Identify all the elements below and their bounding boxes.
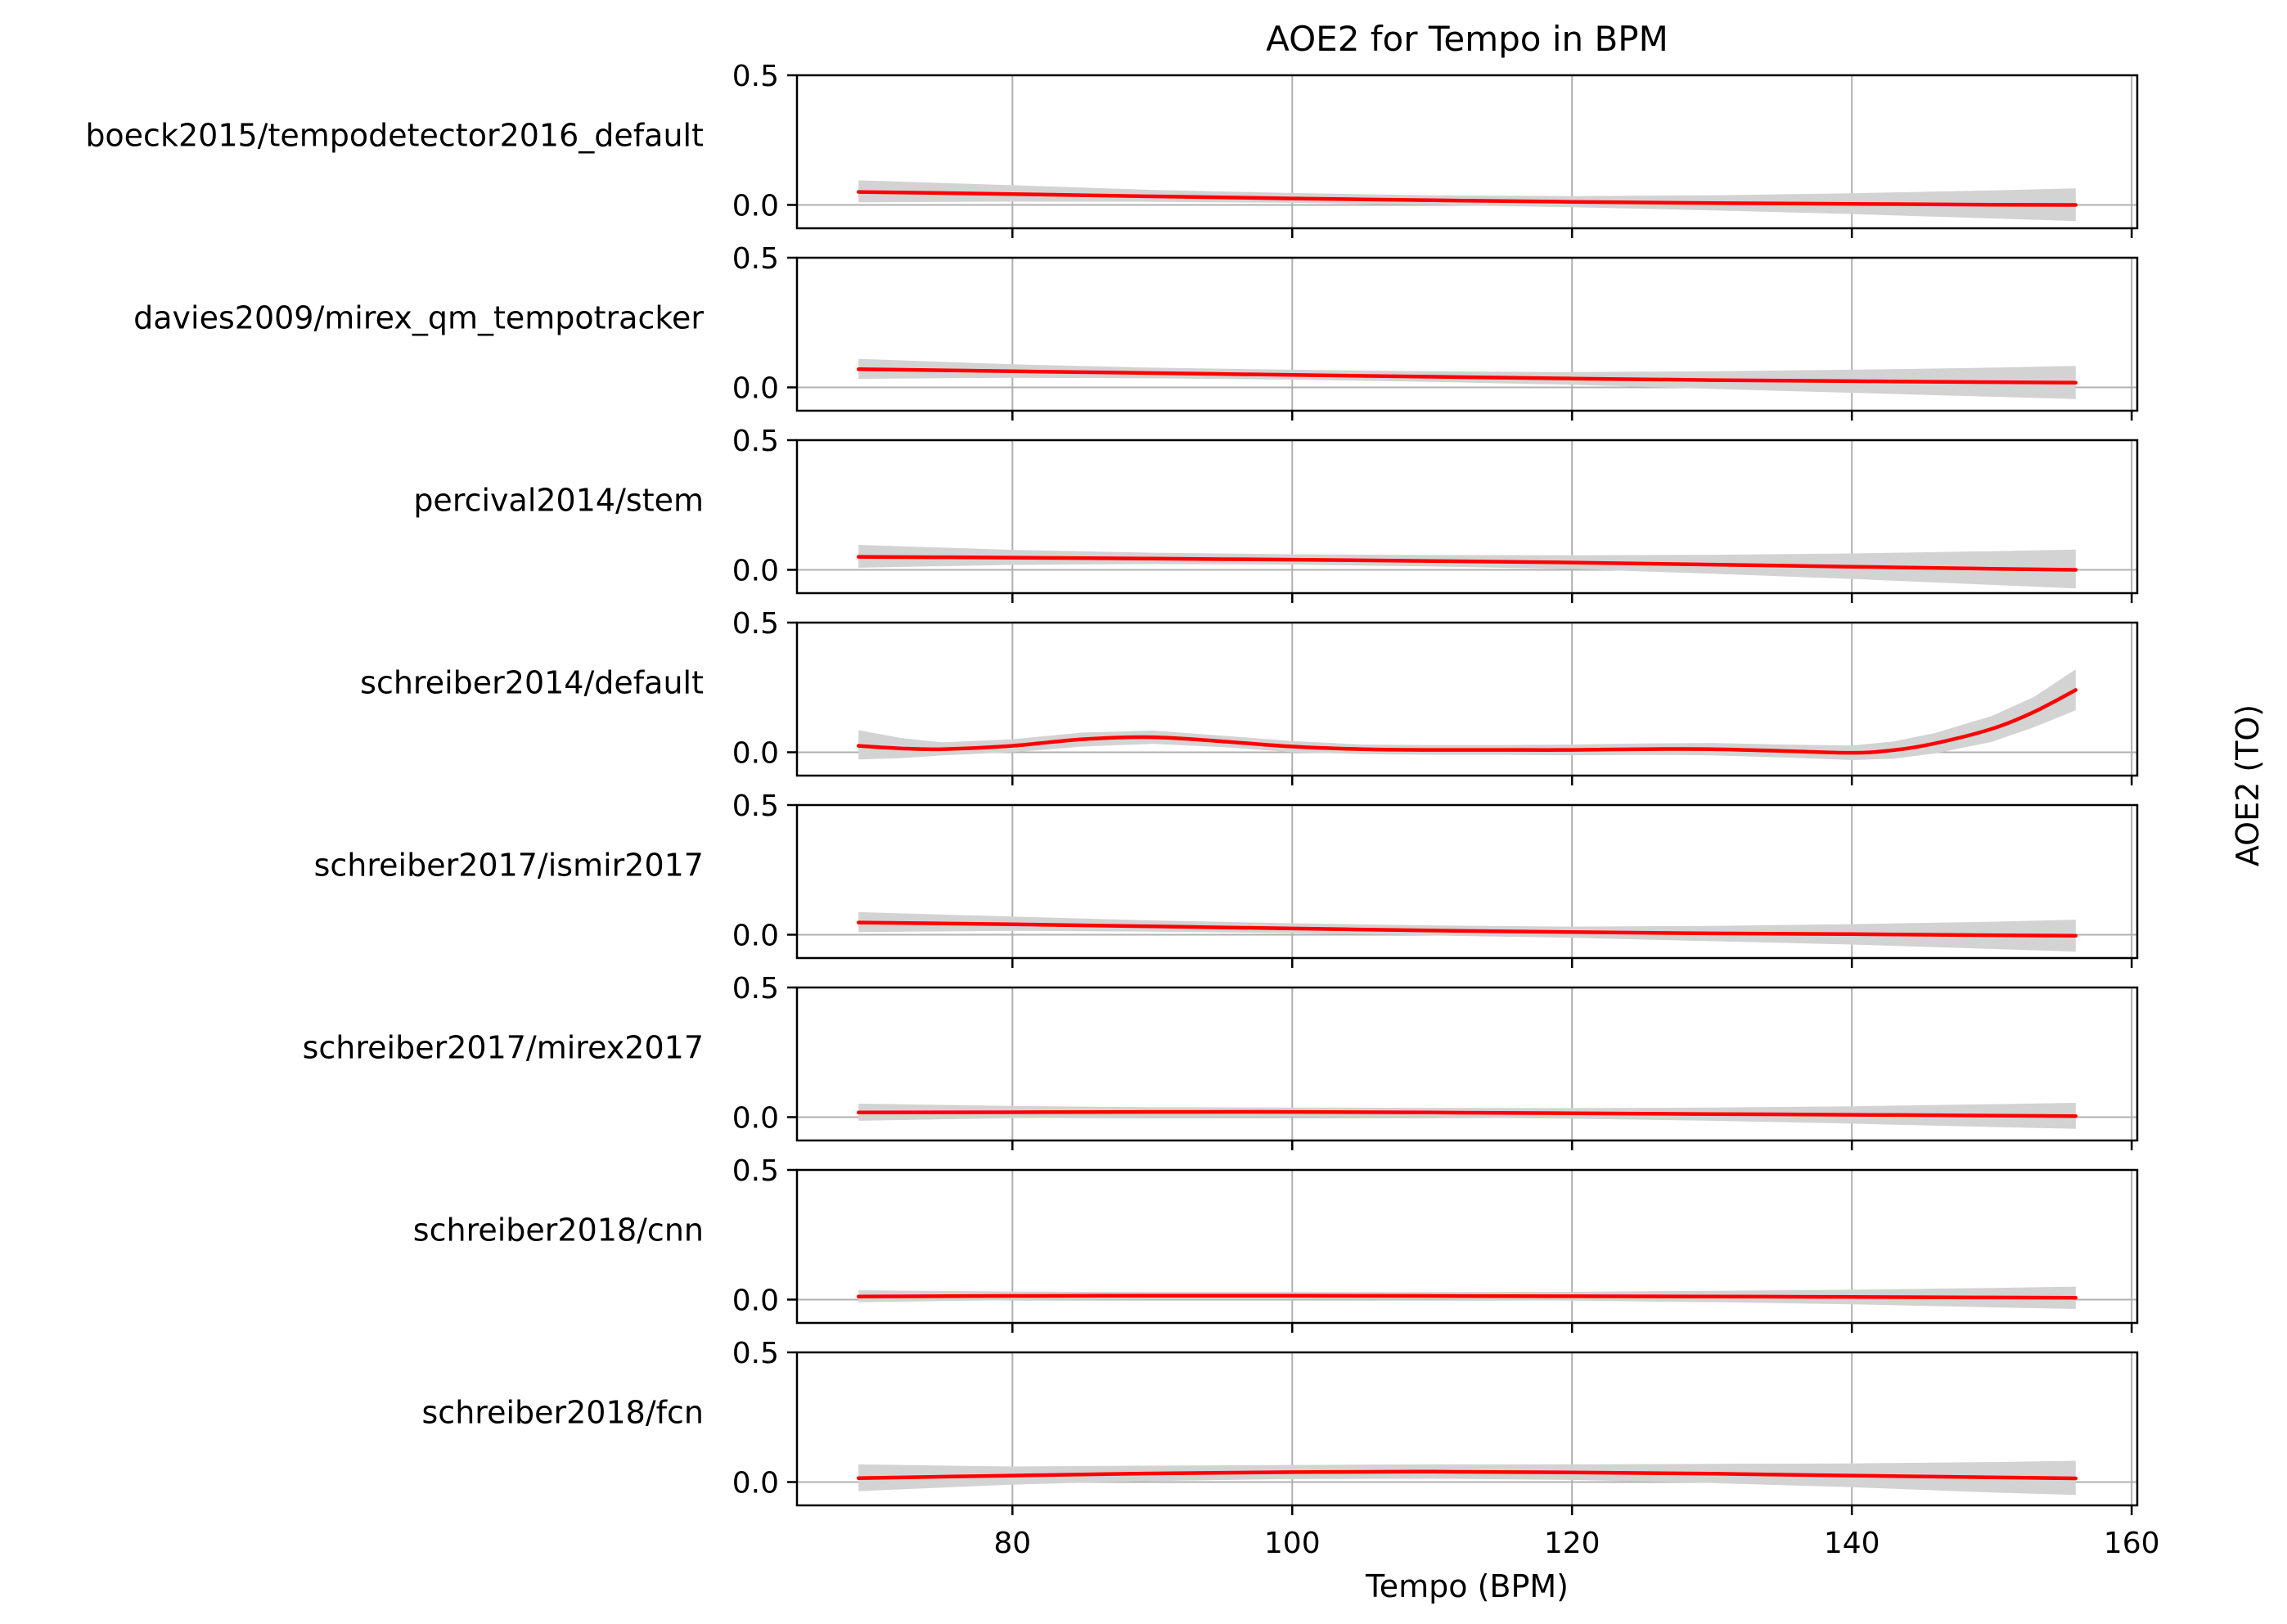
x-tick-label: 140	[1824, 1527, 1880, 1560]
panel-7: 0.0 0.5 schreiber2018/cnn	[413, 1154, 2139, 1333]
series-line	[856, 688, 2078, 755]
y-tick-label: 0.5	[732, 242, 779, 276]
y-tick-label: 0.5	[732, 972, 779, 1005]
confidence-band	[858, 545, 2076, 589]
y-tick-label: 0.0	[732, 189, 779, 223]
y-tick-label: 0.5	[732, 1154, 779, 1188]
panel-frame	[795, 986, 2139, 1142]
y-axis-label: AOE2 (TO)	[2230, 704, 2266, 866]
y-tick-label: 0.0	[732, 1101, 779, 1135]
series-line	[856, 1293, 2078, 1300]
y-tick-label: 0.0	[732, 371, 779, 405]
y-tick-label: 0.0	[732, 1466, 779, 1500]
panel-3: 0.0 0.5 percival2014/stem	[413, 425, 2139, 603]
x-tick-label: 80	[993, 1527, 1031, 1560]
y-tick-label: 0.0	[732, 736, 779, 770]
panel-frame	[795, 439, 2139, 595]
y-tick-label: 0.5	[732, 607, 779, 641]
x-axis-label: Tempo (BPM)	[1365, 1568, 1569, 1604]
series-line	[856, 920, 2078, 938]
panel-frame	[795, 256, 2139, 412]
series-line	[856, 367, 2078, 385]
panel-6: 0.0 0.5 schreiber2017/mirex2017	[303, 972, 2139, 1150]
panel-label: schreiber2014/default	[360, 665, 704, 701]
panel-label: davies2009/mirex_qm_tempotracker	[133, 300, 704, 336]
panel-4: 0.0 0.5 schreiber2014/default	[360, 607, 2139, 785]
panel-label: percival2014/stem	[413, 483, 704, 519]
confidence-band	[858, 1103, 2076, 1129]
series-line	[856, 190, 2078, 207]
panel-1: 0.0 0.5 boeck2015/tempodetector2016_defaul…	[85, 60, 2139, 238]
panel-frame	[795, 74, 2139, 230]
panel-label: schreiber2017/mirex2017	[303, 1030, 704, 1066]
panels: 0.0 0.5 boeck2015/tempodetector2016_defaul…	[85, 60, 2159, 1560]
y-tick-label: 0.0	[732, 919, 779, 952]
x-tick-label: 100	[1264, 1527, 1321, 1560]
panel-label: boeck2015/tempodetector2016_default	[85, 118, 704, 154]
panel-8: 0.0 0.5 schreiber2018/fcn 80 100 120 140 160	[422, 1337, 2160, 1560]
panel-label: schreiber2017/ismir2017	[314, 848, 704, 884]
y-tick-label: 0.5	[732, 60, 779, 93]
x-tick-label: 160	[2104, 1527, 2160, 1560]
panel-5: 0.0 0.5 schreiber2017/ismir2017	[314, 790, 2139, 968]
y-tick-label: 0.5	[732, 790, 779, 823]
x-tick-label: 120	[1544, 1527, 1600, 1560]
panel-label: schreiber2018/cnn	[413, 1212, 704, 1248]
panel-frame	[795, 1168, 2139, 1325]
panel-label: schreiber2018/fcn	[422, 1395, 705, 1431]
y-tick-label: 0.0	[732, 1284, 779, 1317]
panel-frame	[795, 621, 2139, 777]
confidence-band	[858, 1460, 2076, 1496]
y-tick-label: 0.0	[732, 554, 779, 587]
y-tick-label: 0.5	[732, 1337, 779, 1370]
series-line	[856, 555, 2078, 572]
panel-frame	[795, 803, 2139, 960]
series-line	[856, 1469, 2078, 1481]
panel-2: 0.0 0.5 davies2009/mirex_qm_tempotracker	[133, 242, 2139, 421]
y-tick-label: 0.5	[732, 425, 779, 458]
confidence-band	[858, 669, 2076, 760]
panel-frame	[795, 1351, 2139, 1507]
chart-title: AOE2 for Tempo in BPM	[1266, 19, 1668, 59]
series-line	[856, 1109, 2078, 1118]
